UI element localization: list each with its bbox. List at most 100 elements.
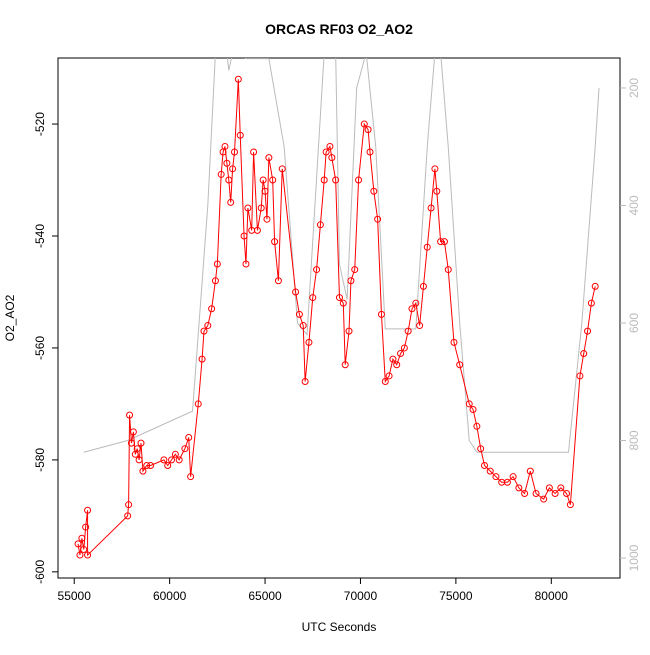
data-point bbox=[295, 310, 303, 318]
data-point bbox=[301, 378, 309, 386]
data-point bbox=[309, 294, 317, 302]
data-point bbox=[335, 294, 343, 302]
data-point bbox=[126, 411, 134, 419]
x-tick-label: 75000 bbox=[439, 589, 473, 603]
data-point bbox=[557, 484, 565, 492]
data-point bbox=[133, 445, 141, 453]
data-point bbox=[313, 266, 321, 274]
data-point bbox=[377, 310, 385, 318]
data-point bbox=[84, 506, 92, 514]
data-point bbox=[364, 126, 372, 134]
data-point bbox=[540, 495, 548, 503]
series-line bbox=[83, 58, 600, 453]
data-point bbox=[271, 238, 279, 246]
data-point bbox=[355, 176, 363, 184]
data-point bbox=[78, 534, 86, 542]
x-axis-label: UTC Seconds bbox=[302, 620, 377, 634]
data-point bbox=[208, 305, 216, 313]
y-axis-label: O2_AO2 bbox=[3, 294, 17, 341]
data-point bbox=[320, 176, 328, 184]
data-point bbox=[481, 461, 489, 469]
data-point bbox=[332, 176, 340, 184]
data-point bbox=[124, 512, 132, 520]
data-point bbox=[416, 322, 424, 330]
x-tick-label: 80000 bbox=[535, 589, 569, 603]
data-point bbox=[160, 456, 168, 464]
data-point bbox=[566, 501, 574, 509]
data-point bbox=[503, 478, 511, 486]
data-point bbox=[74, 540, 82, 548]
data-point bbox=[127, 439, 135, 447]
data-point bbox=[381, 378, 389, 386]
data-point bbox=[194, 400, 202, 408]
data-point bbox=[223, 159, 231, 167]
data-point bbox=[389, 355, 397, 363]
data-point bbox=[261, 187, 269, 195]
data-point bbox=[408, 305, 416, 313]
data-point bbox=[591, 282, 599, 290]
data-point bbox=[211, 277, 219, 285]
data-point bbox=[545, 484, 553, 492]
data-point bbox=[236, 131, 244, 139]
data-point bbox=[521, 489, 529, 497]
series-line bbox=[77, 79, 596, 557]
data-point bbox=[274, 277, 282, 285]
data-point bbox=[231, 148, 239, 156]
data-point bbox=[204, 322, 212, 330]
data-point bbox=[229, 165, 237, 173]
y-tick-label: -520 bbox=[33, 112, 47, 136]
data-point bbox=[129, 428, 137, 436]
data-point bbox=[125, 501, 133, 509]
plot-frame bbox=[57, 57, 621, 579]
data-point bbox=[164, 461, 172, 469]
data-point bbox=[244, 204, 252, 212]
y-tick-label: -560 bbox=[33, 336, 47, 360]
data-point bbox=[563, 489, 571, 497]
data-point bbox=[551, 489, 559, 497]
data-point bbox=[580, 350, 588, 358]
data-point bbox=[137, 439, 145, 447]
y2-tick-label: 800 bbox=[627, 430, 641, 450]
data-point bbox=[82, 523, 90, 531]
data-point bbox=[341, 361, 349, 369]
x-tick-label: 60000 bbox=[153, 589, 187, 603]
data-point bbox=[385, 372, 393, 380]
data-point bbox=[135, 456, 143, 464]
y-tick-label: -580 bbox=[33, 448, 47, 472]
data-point bbox=[259, 176, 267, 184]
data-point bbox=[584, 327, 592, 335]
data-point bbox=[217, 170, 225, 178]
data-point bbox=[427, 204, 435, 212]
data-point bbox=[370, 187, 378, 195]
data-point bbox=[431, 165, 439, 173]
data-point bbox=[347, 277, 355, 285]
data-point bbox=[412, 299, 420, 307]
data-point bbox=[187, 473, 195, 481]
data-point bbox=[477, 445, 485, 453]
data-point bbox=[299, 322, 307, 330]
data-point bbox=[576, 372, 584, 380]
y2-tick-label: 200 bbox=[627, 78, 641, 98]
data-point bbox=[444, 266, 452, 274]
data-point bbox=[532, 489, 540, 497]
data-point bbox=[465, 400, 473, 408]
data-point bbox=[587, 299, 595, 307]
data-point bbox=[263, 215, 271, 223]
data-point bbox=[242, 260, 250, 268]
data-point bbox=[450, 338, 458, 346]
data-point bbox=[469, 406, 477, 414]
data-point bbox=[168, 456, 176, 464]
data-point bbox=[397, 350, 405, 358]
data-point bbox=[265, 154, 273, 162]
data-point bbox=[198, 355, 206, 363]
data-point bbox=[316, 221, 324, 229]
data-point bbox=[326, 142, 334, 150]
data-point bbox=[221, 142, 229, 150]
y2-axis: 200 400 600 800 1000 bbox=[620, 78, 641, 571]
data-point bbox=[345, 327, 353, 335]
data-point bbox=[526, 467, 534, 475]
data-point bbox=[147, 461, 155, 469]
data-point bbox=[278, 165, 286, 173]
data-point bbox=[175, 456, 183, 464]
x-tick-label: 55000 bbox=[58, 589, 92, 603]
